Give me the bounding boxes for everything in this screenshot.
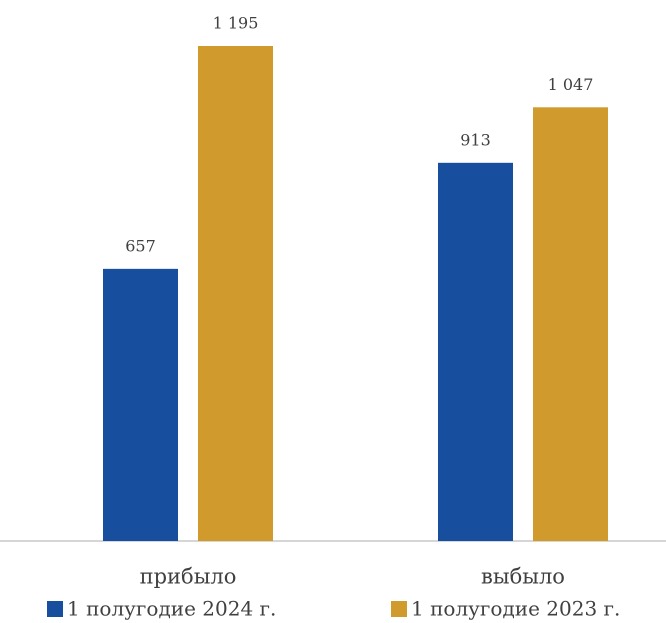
value-label: 657 bbox=[125, 236, 156, 255]
legend-swatch bbox=[391, 601, 407, 617]
bar bbox=[103, 268, 178, 541]
legend-label: 1 полугодие 2024 г. bbox=[67, 597, 276, 621]
legend-label: 1 полугодие 2023 г. bbox=[411, 597, 620, 621]
value-label: 913 bbox=[460, 130, 491, 149]
category-label: выбыло bbox=[481, 565, 565, 589]
legend-swatch bbox=[47, 601, 63, 617]
bar bbox=[198, 46, 273, 541]
value-label: 1 047 bbox=[548, 75, 594, 94]
bar bbox=[533, 107, 608, 541]
category-label: прибыло bbox=[140, 565, 237, 589]
bar bbox=[438, 162, 513, 542]
value-label: 1 195 bbox=[213, 14, 259, 33]
